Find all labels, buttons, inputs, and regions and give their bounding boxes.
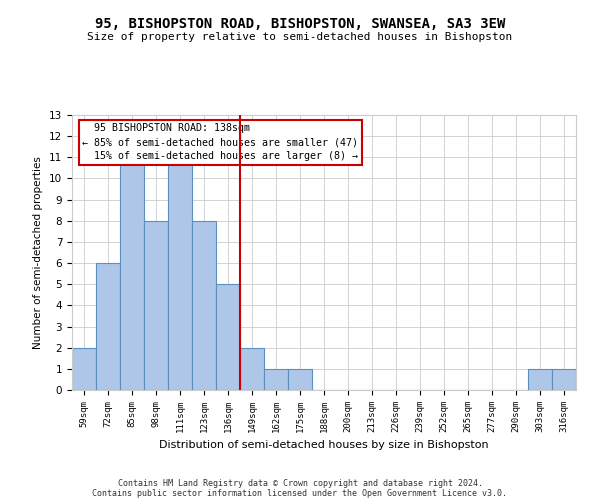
Bar [144,221,168,390]
Bar [96,263,120,390]
Text: 95 BISHOPSTON ROAD: 138sqm  
← 85% of semi-detached houses are smaller (47)
  15: 95 BISHOPSTON ROAD: 138sqm ← 85% of semi… [82,123,358,161]
Y-axis label: Number of semi-detached properties: Number of semi-detached properties [34,156,43,349]
Bar [288,369,312,390]
Bar [120,158,144,390]
Bar [528,369,552,390]
Bar [168,158,192,390]
Bar [552,369,576,390]
Bar [192,221,216,390]
Bar [264,369,288,390]
Bar [72,348,96,390]
Text: 95, BISHOPSTON ROAD, BISHOPSTON, SWANSEA, SA3 3EW: 95, BISHOPSTON ROAD, BISHOPSTON, SWANSEA… [95,18,505,32]
X-axis label: Distribution of semi-detached houses by size in Bishopston: Distribution of semi-detached houses by … [159,440,489,450]
Text: Size of property relative to semi-detached houses in Bishopston: Size of property relative to semi-detach… [88,32,512,42]
Text: Contains public sector information licensed under the Open Government Licence v3: Contains public sector information licen… [92,488,508,498]
Bar [216,284,240,390]
Bar [240,348,264,390]
Text: Contains HM Land Registry data © Crown copyright and database right 2024.: Contains HM Land Registry data © Crown c… [118,478,482,488]
